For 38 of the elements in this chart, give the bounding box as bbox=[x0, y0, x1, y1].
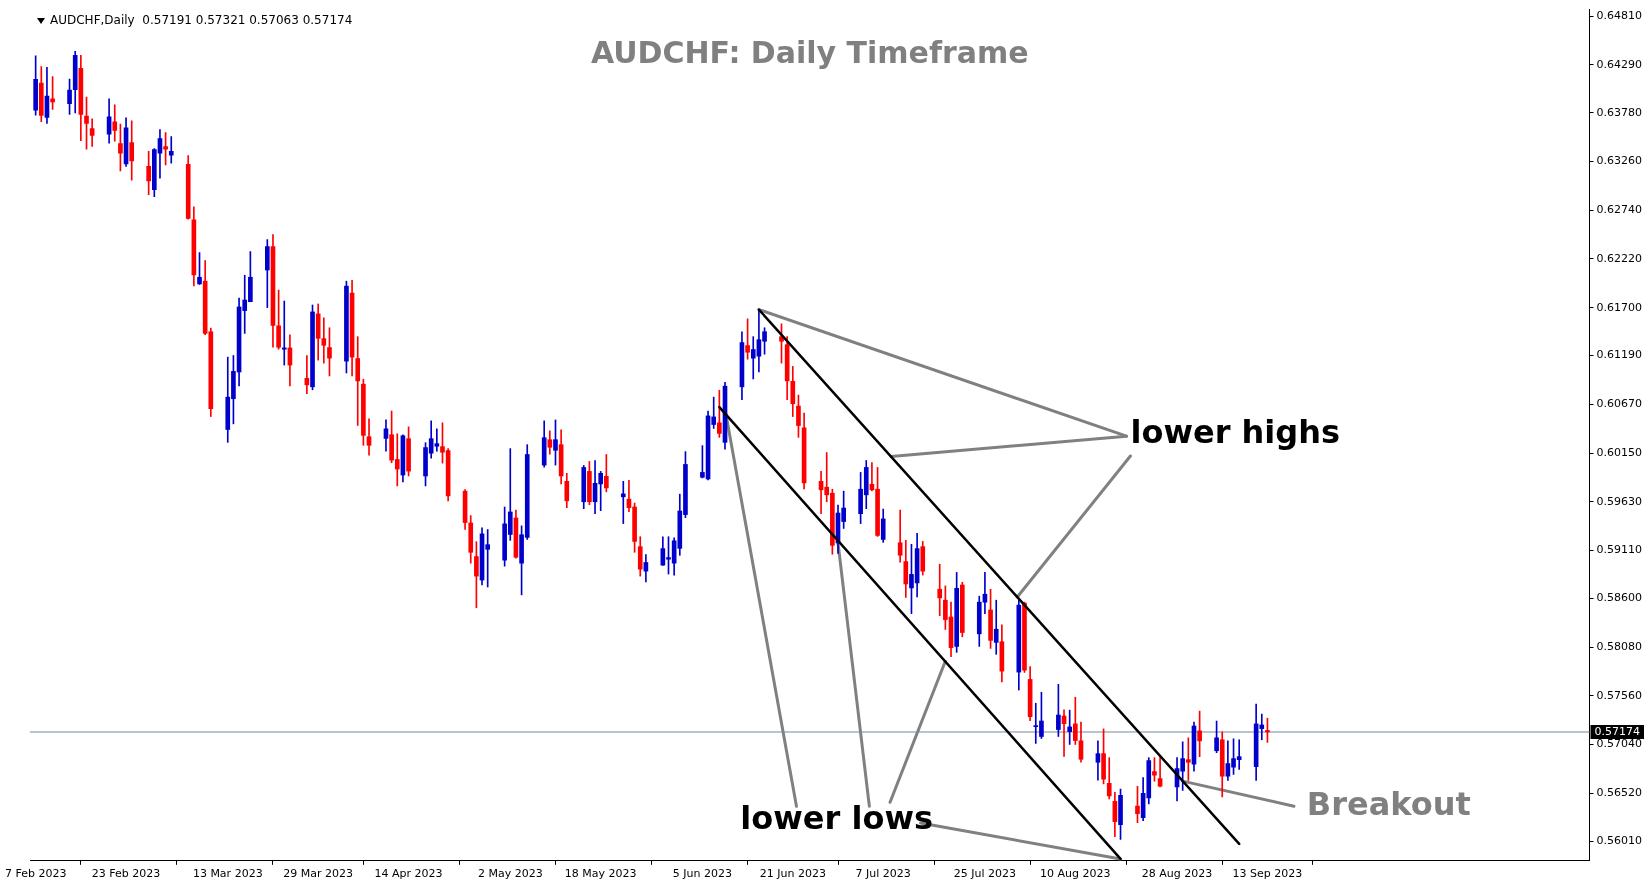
x-tick-label: 13 Mar 2023 bbox=[192, 867, 263, 881]
x-tick-label: 18 May 2023 bbox=[564, 867, 637, 881]
x-tick-label: 7 Jul 2023 bbox=[855, 867, 911, 881]
y-tick-label: 0.63260 bbox=[1596, 154, 1643, 168]
y-tick-label: 0.59110 bbox=[1596, 543, 1643, 557]
y-tick-label: 0.60150 bbox=[1596, 445, 1643, 459]
y-tick-label: 0.61700 bbox=[1596, 300, 1643, 314]
x-tick-label: 7 Feb 2023 bbox=[4, 867, 67, 881]
ref-line-label: 0.57174 bbox=[1594, 724, 1641, 738]
y-tick-label: 0.64290 bbox=[1596, 57, 1643, 71]
y-tick-label: 0.62220 bbox=[1596, 251, 1643, 265]
x-tick-label: 10 Aug 2023 bbox=[1040, 867, 1111, 881]
y-tick-label: 0.63780 bbox=[1596, 105, 1643, 119]
annotation: lower lows bbox=[740, 799, 934, 838]
x-tick-label: 13 Sep 2023 bbox=[1232, 867, 1303, 881]
y-tick-label: 0.56010 bbox=[1596, 833, 1643, 847]
y-tick-label: 0.61190 bbox=[1596, 348, 1643, 362]
annotation: lower highs bbox=[1130, 412, 1341, 451]
annotation: Breakout bbox=[1306, 784, 1471, 823]
x-tick-label: 28 Aug 2023 bbox=[1141, 867, 1213, 881]
x-tick-label: 29 Mar 2023 bbox=[283, 867, 354, 881]
x-tick-label: 25 Jul 2023 bbox=[953, 867, 1017, 881]
x-tick-label: 5 Jun 2023 bbox=[672, 867, 732, 881]
annotation: AUDCHF,Daily 0.57191 0.57321 0.57063 0.57174 bbox=[50, 12, 353, 27]
y-tick-label: 0.57040 bbox=[1596, 737, 1643, 751]
y-tick-label: 0.58600 bbox=[1596, 591, 1643, 605]
text: AUDCHF: Daily Timeframe bbox=[590, 35, 1029, 71]
y-tick-label: 0.62740 bbox=[1596, 203, 1643, 217]
y-tick-label: 0.58080 bbox=[1596, 639, 1643, 653]
y-tick-label: 0.56520 bbox=[1596, 786, 1643, 800]
y-tick-label: 0.57560 bbox=[1596, 688, 1643, 702]
x-tick-label: 2 May 2023 bbox=[477, 867, 543, 881]
y-tick-label: 0.64810 bbox=[1596, 9, 1643, 23]
x-tick-label: 23 Feb 2023 bbox=[91, 867, 161, 881]
x-tick-label: 14 Apr 2023 bbox=[374, 867, 443, 881]
y-tick-label: 0.59630 bbox=[1596, 494, 1643, 508]
y-tick-label: 0.60670 bbox=[1596, 397, 1643, 411]
x-tick-label: 21 Jun 2023 bbox=[759, 867, 826, 881]
